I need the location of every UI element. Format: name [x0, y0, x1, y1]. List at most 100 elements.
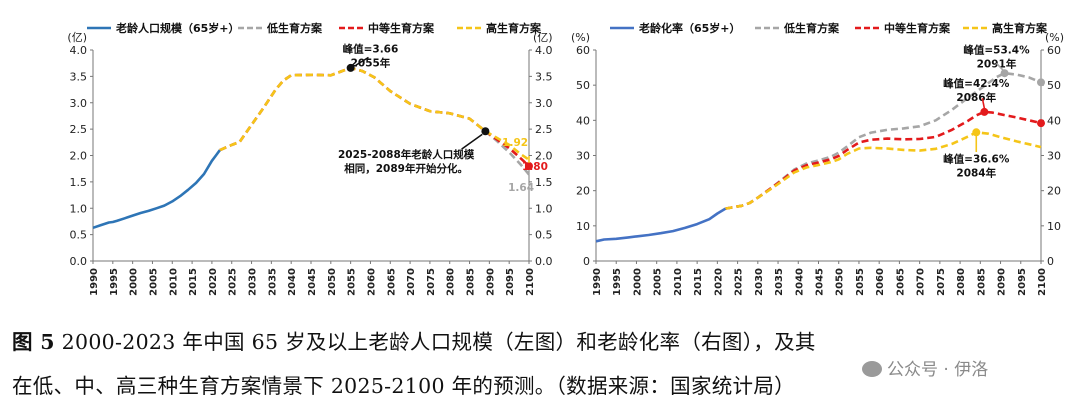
y-unit-left: (%)	[571, 31, 590, 44]
y-tick-label-left: 20	[576, 185, 590, 198]
x-tick-label: 2050	[327, 268, 338, 296]
y-tick-label-left: 50	[576, 79, 590, 92]
x-tick-label: 2055	[347, 268, 358, 296]
series-line-high	[219, 66, 530, 161]
y-unit-left: (亿)	[67, 31, 87, 44]
x-tick-label: 2090	[997, 268, 1008, 296]
x-tick-label: 2030	[248, 268, 259, 296]
annotation-text: 峰值=42.4%	[943, 77, 1010, 90]
y-tick-label-right: 20	[1047, 185, 1061, 198]
left-chart-panel: 0.0 0.0 0.5 0.5 1.0 1.0 1.5 1.5 2.0 2.0 2.5 2.5 3.0 3…	[0, 0, 565, 310]
figure-number: 图 5	[12, 330, 55, 354]
legend-label-low: 低生育方案	[266, 21, 323, 35]
end-value-label: 1.92	[502, 137, 528, 149]
x-tick-label: 2055	[855, 268, 866, 296]
legend-label-mid: 中等生育方案	[368, 21, 435, 35]
y-tick-label-left: 30	[576, 150, 590, 163]
x-tick-label: 2050	[835, 268, 846, 296]
series-line-history	[595, 207, 727, 243]
caption-line-1: 图 5 2000-2023 年中国 65 岁及以上老龄人口规模（左图）和老龄化率…	[12, 320, 1072, 364]
legend-label-high: 高生育方案	[992, 21, 1048, 35]
caption-text-1: 2000-2023 年中国 65 岁及以上老龄人口规模（左图）和老龄化率（右图）…	[54, 330, 816, 354]
y-tick-label-left: 3.5	[70, 70, 88, 83]
x-tick-label: 2080	[956, 268, 967, 296]
wechat-icon	[862, 361, 882, 377]
x-tick-label: 1995	[109, 268, 120, 296]
y-tick-label-left: 10	[576, 220, 590, 233]
aging-population-chart: 0.0 0.0 0.5 0.5 1.0 1.0 1.5 1.5 2.0 2.0 2.5 2.5 3.0 3…	[67, 21, 553, 296]
x-tick-label: 2010	[673, 268, 684, 296]
watermark-text: 公众号 · 伊洛	[887, 360, 989, 380]
annotation-text: 2084年	[956, 167, 996, 180]
y-unit-right: (%)	[1045, 31, 1064, 44]
data-point-marker	[1037, 119, 1045, 128]
y-tick-label-right: 2.5	[535, 123, 553, 136]
x-tick-label: 2085	[976, 268, 987, 296]
x-tick-label: 1990	[89, 268, 100, 296]
annotation-text: 2086年	[956, 91, 996, 104]
legend-label-mid: 中等生育方案	[884, 21, 951, 35]
x-tick-label: 2000	[632, 268, 643, 296]
x-tick-label: 2025	[228, 268, 239, 296]
legend-label-history: 老龄人口规模（65岁+）	[115, 21, 240, 35]
x-tick-label: 2065	[895, 268, 906, 296]
y-tick-label-right: 40	[1047, 114, 1061, 127]
y-tick-label-right: 1.0	[535, 202, 553, 215]
y-tick-label-right: 2.0	[535, 150, 553, 163]
x-tick-label: 2085	[466, 268, 477, 296]
data-point-marker	[1000, 69, 1009, 78]
figure-caption: 图 5 2000-2023 年中国 65 岁及以上老龄人口规模（左图）和老龄化率…	[12, 320, 1072, 408]
annotation-text: 峰值=36.6%	[943, 153, 1010, 166]
x-tick-label: 2075	[936, 268, 947, 296]
x-tick-label: 2000	[129, 268, 140, 296]
x-tick-label: 1990	[592, 268, 603, 296]
data-point-marker	[525, 162, 533, 171]
y-tick-label-left: 3.0	[70, 97, 88, 110]
y-tick-label-left: 60	[576, 44, 590, 57]
x-tick-label: 2070	[916, 268, 927, 296]
y-tick-label-right: 50	[1047, 79, 1061, 92]
data-point-marker	[1037, 78, 1045, 87]
y-tick-label-right: 30	[1047, 150, 1061, 163]
y-tick-label-left: 0.0	[70, 255, 88, 268]
x-tick-label: 2060	[366, 268, 377, 296]
data-point-marker	[346, 63, 355, 72]
x-tick-label: 2095	[505, 268, 516, 296]
x-tick-label: 2010	[168, 268, 179, 296]
x-tick-label: 1995	[612, 268, 623, 296]
y-tick-label-left: 4.0	[70, 44, 88, 57]
x-tick-label: 2090	[485, 268, 496, 296]
data-point-marker	[972, 128, 981, 137]
x-tick-label: 2045	[815, 268, 826, 296]
y-tick-label-left: 2.5	[70, 123, 88, 136]
x-tick-label: 2020	[713, 268, 724, 296]
right-chart-panel: 0 0 10 10 20 20 30 30 40 40 50 50 60 60 (%) (%) 1990 1995…	[565, 0, 1080, 310]
annotation-text: 相同，2089年开始分化。	[344, 162, 468, 175]
y-tick-label-right: 4.0	[535, 44, 553, 57]
annotation-arrow	[461, 133, 483, 150]
series-line-high	[725, 131, 1042, 210]
x-tick-label: 2025	[734, 268, 745, 296]
x-tick-label: 2045	[307, 268, 318, 296]
y-tick-label-right: 0.0	[535, 255, 553, 268]
y-tick-label-left: 1.0	[70, 202, 88, 215]
legend-label-high: 高生育方案	[486, 21, 542, 35]
x-tick-label: 2100	[1037, 268, 1048, 296]
data-point-marker	[980, 107, 989, 116]
x-tick-label: 2095	[1017, 268, 1028, 296]
y-tick-label-right: 1.5	[535, 176, 553, 189]
x-tick-label: 2100	[525, 268, 536, 296]
y-tick-label-right: 0.5	[535, 229, 553, 242]
x-tick-label: 2065	[386, 268, 397, 296]
x-tick-label: 2060	[875, 268, 886, 296]
annotation-arrow	[995, 62, 1004, 71]
caption-line-2: 在低、中、高三种生育方案情景下 2025-2100 年的预测。（数据来源：国家统…	[12, 374, 795, 398]
end-value-label: 1.80	[522, 161, 548, 173]
data-point-marker	[481, 127, 490, 136]
end-value-label: 1.64	[508, 182, 534, 194]
y-unit-right: (亿)	[533, 31, 553, 44]
x-tick-label: 2030	[754, 268, 765, 296]
x-tick-label: 2015	[693, 268, 704, 296]
x-tick-label: 2020	[208, 268, 219, 296]
x-tick-label: 2005	[653, 268, 664, 296]
